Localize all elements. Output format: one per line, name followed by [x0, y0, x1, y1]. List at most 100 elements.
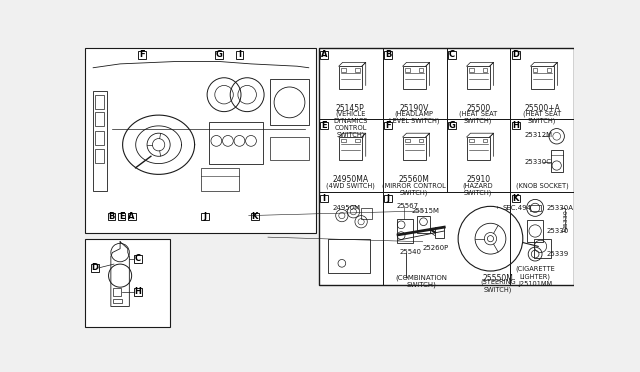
Bar: [383, 48, 447, 119]
Bar: [138, 51, 145, 58]
Bar: [530, 205, 541, 211]
Bar: [319, 48, 383, 119]
Text: 25910: 25910: [466, 175, 490, 184]
Bar: [95, 150, 104, 163]
Bar: [448, 51, 456, 58]
Bar: [547, 68, 551, 71]
Bar: [95, 112, 104, 126]
Text: 25330C: 25330C: [524, 159, 551, 165]
Bar: [534, 239, 551, 258]
Bar: [118, 212, 125, 220]
Bar: [320, 122, 328, 129]
Text: G: G: [215, 50, 222, 59]
Bar: [320, 51, 328, 58]
Bar: [512, 51, 520, 58]
Bar: [533, 68, 538, 71]
Bar: [417, 216, 431, 232]
Text: 25260P: 25260P: [422, 245, 449, 251]
Text: (HEAT SEAT
SWITCH): (HEAT SEAT SWITCH): [523, 110, 561, 124]
Bar: [328, 239, 371, 273]
Bar: [511, 192, 575, 285]
Text: A: A: [129, 212, 135, 221]
Bar: [95, 95, 104, 109]
Text: D: D: [91, 263, 98, 272]
Text: (VEHICLE
DYNAMICS
CONTROL
SWITCH): (VEHICLE DYNAMICS CONTROL SWITCH): [333, 110, 367, 138]
Text: F: F: [385, 121, 391, 130]
Text: I: I: [323, 194, 326, 203]
Bar: [511, 48, 575, 119]
Bar: [91, 264, 99, 272]
Text: (STEERING
SWITCH): (STEERING SWITCH): [481, 279, 516, 293]
Bar: [467, 137, 490, 160]
Text: (HEAT SEAT
SWITCH): (HEAT SEAT SWITCH): [459, 110, 497, 124]
Text: H: H: [134, 287, 141, 296]
Bar: [483, 68, 488, 71]
Text: F: F: [139, 50, 145, 59]
Text: 25500+A: 25500+A: [524, 104, 560, 113]
Bar: [341, 68, 346, 71]
Text: A: A: [321, 50, 328, 59]
Bar: [113, 299, 122, 303]
Text: 25339: 25339: [547, 251, 569, 257]
Bar: [469, 68, 474, 71]
Text: 25500: 25500: [466, 104, 490, 113]
Text: (KNOB SOCKET): (KNOB SOCKET): [516, 183, 568, 189]
Bar: [384, 195, 392, 202]
Text: (COMBINATION
SWITCH): (COMBINATION SWITCH): [395, 274, 447, 288]
Bar: [319, 48, 575, 285]
Bar: [355, 139, 360, 142]
Text: K: K: [252, 212, 258, 221]
Text: I: I: [238, 50, 241, 59]
Bar: [435, 227, 444, 238]
Bar: [209, 122, 262, 164]
Bar: [361, 208, 372, 219]
Text: (MIRROR CONTROL
SWITCH): (MIRROR CONTROL SWITCH): [382, 183, 446, 196]
Bar: [320, 195, 328, 202]
Text: 24950MA: 24950MA: [332, 175, 369, 184]
Bar: [384, 51, 392, 58]
Text: D: D: [513, 50, 520, 59]
Text: 25330: 25330: [563, 209, 568, 229]
Bar: [134, 255, 141, 263]
Text: C: C: [135, 254, 141, 263]
Text: 25330: 25330: [547, 228, 569, 234]
Bar: [467, 66, 490, 89]
Text: (HAZARD
SWITCH): (HAZARD SWITCH): [463, 183, 493, 196]
Bar: [108, 212, 115, 220]
Bar: [483, 139, 488, 142]
Bar: [270, 79, 308, 125]
Text: K: K: [513, 194, 519, 203]
Bar: [403, 137, 426, 160]
Text: E: E: [119, 212, 124, 221]
Bar: [341, 139, 346, 142]
Bar: [527, 220, 543, 242]
Bar: [339, 137, 362, 160]
Bar: [448, 122, 456, 129]
Bar: [270, 137, 308, 160]
Bar: [419, 68, 424, 71]
Text: 25515M: 25515M: [412, 208, 440, 214]
Text: (CIGARETTE
LIGHTER)
J25101MM: (CIGARETTE LIGHTER) J25101MM: [515, 266, 555, 287]
Text: 25540: 25540: [399, 250, 422, 256]
Bar: [319, 192, 383, 285]
Bar: [511, 119, 575, 192]
Bar: [251, 212, 259, 220]
Text: 25550M: 25550M: [483, 274, 514, 283]
Bar: [469, 139, 474, 142]
Text: 25330A: 25330A: [547, 205, 573, 211]
Bar: [201, 168, 239, 191]
Bar: [113, 288, 121, 296]
Text: C: C: [449, 50, 455, 59]
Bar: [134, 288, 141, 296]
Text: B: B: [108, 212, 115, 221]
Bar: [419, 139, 424, 142]
Bar: [550, 150, 563, 172]
Bar: [512, 195, 520, 202]
Text: 25190V: 25190V: [399, 104, 429, 113]
Text: G: G: [449, 121, 456, 130]
Bar: [383, 192, 511, 285]
Bar: [447, 119, 511, 192]
Text: 25560M: 25560M: [399, 175, 429, 184]
Text: (HEADLAMP
LEVEL SWITCH): (HEADLAMP LEVEL SWITCH): [389, 110, 440, 124]
Text: B: B: [385, 50, 391, 59]
